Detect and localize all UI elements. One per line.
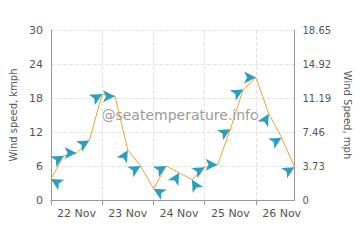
svg-text:26 Nov: 26 Nov: [262, 207, 301, 220]
svg-text:12: 12: [29, 126, 43, 139]
svg-text:Wind speed, kmph: Wind speed, kmph: [8, 68, 19, 161]
svg-text:24 Nov: 24 Nov: [160, 207, 199, 220]
svg-text:Wind Speed, mph: Wind Speed, mph: [342, 71, 353, 159]
svg-text:24: 24: [29, 58, 43, 71]
svg-text:30: 30: [29, 24, 43, 37]
svg-text:0: 0: [302, 195, 308, 206]
svg-text:18.65: 18.65: [302, 25, 331, 36]
svg-text:3.73: 3.73: [302, 161, 324, 172]
svg-text:@seatemperature.info: @seatemperature.info: [101, 107, 259, 123]
svg-text:6: 6: [36, 160, 43, 173]
svg-text:0: 0: [36, 194, 43, 207]
svg-text:23 Nov: 23 Nov: [108, 207, 147, 220]
svg-text:25 Nov: 25 Nov: [211, 207, 250, 220]
svg-text:14.92: 14.92: [302, 59, 331, 70]
svg-text:18: 18: [29, 92, 43, 105]
svg-text:7.46: 7.46: [302, 127, 324, 138]
svg-text:22 Nov: 22 Nov: [57, 207, 96, 220]
svg-text:11.19: 11.19: [302, 93, 331, 104]
